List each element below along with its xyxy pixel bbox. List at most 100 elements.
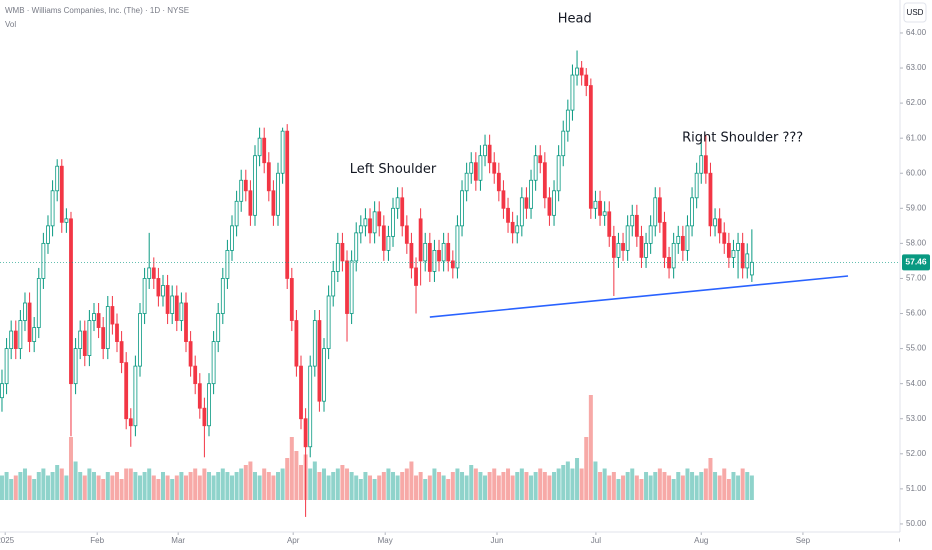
volume-bar [216, 472, 221, 500]
plot-area: 2025FebMarAprMayJunJulAugSepOctLeft Shou… [0, 11, 912, 545]
candle-body [611, 235, 616, 258]
candle-body [717, 218, 722, 234]
volume-bar [542, 472, 547, 500]
volume-bar [119, 479, 124, 500]
volume-bar [395, 475, 400, 500]
volume-bar [496, 475, 501, 500]
volume-bar [312, 461, 317, 500]
volume-bar [570, 468, 575, 500]
candle-body [64, 218, 69, 223]
candle-body [607, 211, 612, 237]
candle-body [542, 162, 547, 199]
volume-bar [335, 468, 340, 500]
volume-bar [225, 472, 230, 500]
volume-bar [45, 475, 50, 500]
candle-body [23, 302, 27, 321]
y-tick-label: 50.00 [906, 519, 927, 528]
volume-bar [667, 475, 672, 500]
volume-bar [694, 475, 699, 500]
candle-body [519, 197, 524, 227]
candle-body [625, 225, 630, 251]
candle-body [354, 232, 359, 262]
volume-bar [22, 468, 27, 500]
candle-body [478, 155, 483, 181]
candle-body [639, 235, 644, 258]
candle-body [552, 190, 556, 216]
volume-bar [644, 472, 649, 500]
candle-body [299, 365, 303, 420]
candle-body [473, 162, 478, 181]
candle-body [27, 302, 32, 342]
candle-body [55, 165, 60, 192]
x-tick-label: Mar [171, 536, 185, 545]
volume-bar [699, 472, 704, 500]
volume-bar [59, 468, 64, 500]
volume-bar [91, 472, 96, 500]
volume-bar [446, 479, 451, 500]
y-tick-label: 51.00 [906, 484, 927, 493]
volume-bar [151, 475, 156, 500]
volume-bar [308, 468, 313, 500]
volume-bar [345, 468, 350, 500]
y-tick-label: 56.00 [906, 309, 927, 318]
volume-bar [621, 475, 626, 500]
currency: USD [907, 8, 924, 17]
candle-body [441, 242, 446, 262]
candle-body [165, 285, 170, 314]
candle-body [50, 190, 55, 227]
annotation: Left Shoulder [350, 162, 437, 177]
volume-bar [602, 468, 607, 500]
volume-bar [27, 475, 32, 500]
candle-body [271, 190, 276, 216]
candle-body [358, 225, 363, 234]
candle-body [703, 155, 708, 174]
volume-bar [648, 475, 653, 500]
volume-bar [588, 395, 593, 500]
volume-bar [690, 472, 695, 500]
candle-body [616, 242, 621, 258]
candle-body [349, 260, 354, 314]
candle-body [713, 218, 717, 227]
currency-box[interactable] [903, 2, 927, 23]
volume-bar [685, 468, 690, 500]
candle-body [575, 67, 579, 76]
candle-body [82, 330, 87, 357]
candle-body [533, 155, 538, 181]
candle-body [630, 214, 635, 227]
candle-body [547, 197, 552, 216]
volume-bar [188, 472, 193, 500]
volume-bar [36, 472, 41, 500]
candle-body [386, 235, 391, 251]
volume-bar [156, 479, 161, 500]
candle-body [188, 341, 193, 367]
candle-body [423, 242, 428, 262]
candle-body [317, 320, 322, 402]
volume-bar [556, 468, 561, 500]
chart-title: WMB · Williams Companies, Inc. (The) · 1… [5, 6, 189, 15]
volume-bar [197, 475, 202, 500]
volume-bar [78, 472, 83, 500]
volume-bar [317, 472, 322, 500]
volume-bar [473, 468, 478, 500]
candle-body [32, 327, 37, 342]
candle-body [59, 165, 64, 223]
candle-body [515, 225, 520, 234]
candle-body [460, 190, 464, 227]
candle-body [593, 200, 598, 209]
volume-bar [326, 475, 331, 500]
candle-body [294, 320, 299, 367]
y-tick-label: 59.00 [906, 203, 927, 212]
volume-bar [142, 472, 147, 500]
x-tick-label: Jul [591, 536, 601, 545]
volume-bar [630, 468, 635, 500]
volume-bar [230, 475, 235, 500]
volume-bar [207, 472, 212, 500]
candle-body [418, 218, 423, 262]
candle-body [363, 218, 368, 227]
candle-body [450, 260, 455, 269]
volume-bar [41, 468, 46, 500]
volume-bar [515, 472, 520, 500]
candle-body [184, 302, 188, 342]
candle-body [36, 278, 41, 328]
volume-bar [575, 458, 580, 500]
